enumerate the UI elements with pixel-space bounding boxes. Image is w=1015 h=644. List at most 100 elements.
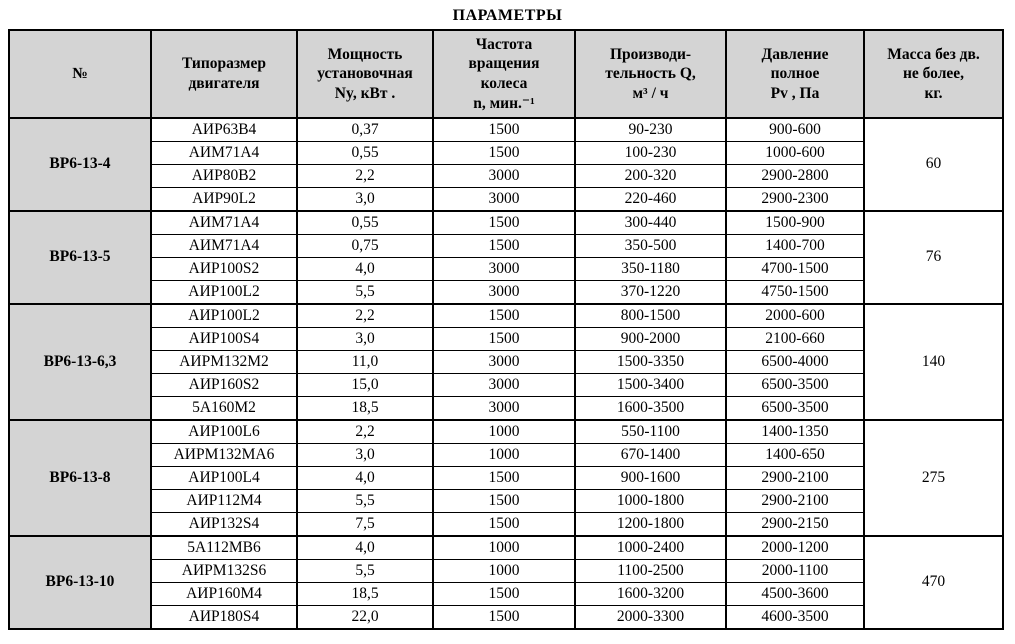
cell-motor-type: АИР132S4: [150, 512, 298, 537]
cell-rpm: 1500: [432, 210, 576, 235]
cell-capacity: 1600-3500: [574, 396, 727, 421]
cell-power: 3,0: [296, 187, 434, 212]
table-row: АИМ71А4 0,55 1500 100-230 1000-600: [9, 141, 1003, 165]
group-number-cell: ВР6-13-8: [8, 419, 152, 537]
cell-rpm: 3000: [432, 280, 576, 305]
cell-power: 0,37: [296, 117, 434, 142]
column-header-pressure: Давление полное Pv , Па: [725, 29, 865, 119]
cell-pressure: 1400-650: [725, 443, 865, 467]
cell-pressure: 1000-600: [725, 141, 865, 165]
cell-motor-type: АИМ71А4: [150, 141, 298, 165]
cell-pressure: 4750-1500: [725, 280, 865, 305]
table-row: АИР90L2 3,0 3000 220-460 2900-2300: [9, 187, 1003, 212]
cell-capacity: 800-1500: [574, 303, 727, 328]
cell-rpm: 1500: [432, 234, 576, 258]
cell-capacity: 370-1220: [574, 280, 727, 305]
table-row: ВР6-13-8 АИР100L6 2,2 1000 550-1100 1400-1350…: [8, 419, 1004, 537]
cell-pressure: 2000-1200: [725, 535, 865, 560]
cell-power: 2,2: [296, 164, 434, 188]
cell-capacity: 550-1100: [574, 419, 727, 444]
cell-motor-type: АИР100L2: [150, 303, 298, 328]
cell-power: 7,5: [296, 512, 434, 537]
cell-rpm: 1500: [432, 582, 576, 606]
table-header: № Типоразмер двигателя Мощность установо…: [8, 29, 1004, 119]
cell-power: 11,0: [296, 350, 434, 374]
cell-rpm: 1500: [432, 141, 576, 165]
cell-pressure: 6500-3500: [725, 396, 865, 421]
cell-power: 15,0: [296, 373, 434, 397]
cell-motor-type: АИР90L2: [150, 187, 298, 212]
cell-pressure: 1400-700: [725, 234, 865, 258]
cell-rpm: 1500: [432, 489, 576, 513]
table-row: ВР6-13-10 5А112МВ6 4,0 1000 1000-2400 2000-12…: [8, 535, 1004, 630]
cell-pressure: 2100-660: [725, 327, 865, 351]
column-header-capacity: Производи- тельность Q, м³ / ч: [574, 29, 727, 119]
group-number-cell: ВР6-13-4: [8, 117, 152, 212]
cell-capacity: 1100-2500: [574, 559, 727, 583]
cell-pressure: 2000-600: [725, 303, 865, 328]
column-header-mass: Масса без дв. не более, кг.: [863, 29, 1004, 119]
cell-rpm: 3000: [432, 257, 576, 281]
cell-motor-type: АИР80В2: [150, 164, 298, 188]
table-row: 5А160М2 18,5 3000 1600-3500 6500-3500: [9, 396, 1003, 421]
parameters-table: № Типоразмер двигателя Мощность установо…: [8, 29, 1004, 630]
cell-motor-type: 5А112МВ6: [150, 535, 298, 560]
cell-pressure: 4500-3600: [725, 582, 865, 606]
cell-motor-type: АИР180S4: [150, 605, 298, 630]
cell-pressure: 2900-2100: [725, 489, 865, 513]
cell-capacity: 90-230: [574, 117, 727, 142]
cell-pressure: 2900-2150: [725, 512, 865, 537]
cell-capacity: 1600-3200: [574, 582, 727, 606]
cell-capacity: 350-500: [574, 234, 727, 258]
cell-rpm: 1000: [432, 535, 576, 560]
cell-rpm: 1500: [432, 466, 576, 490]
table-row: АИР180S4 22,0 1500 2000-3300 4600-3500: [9, 605, 1003, 630]
cell-pressure: 900-600: [725, 117, 865, 142]
table-body: ВР6-13-4 АИР63В4 0,37 1500 90-230 900-600 60 АИ…: [8, 117, 1004, 630]
cell-capacity: 1500-3350: [574, 350, 727, 374]
cell-power: 18,5: [296, 582, 434, 606]
cell-power: 4,0: [296, 535, 434, 560]
cell-rpm: 1500: [432, 303, 576, 328]
group-number-cell: ВР6-13-10: [8, 535, 152, 630]
cell-rpm: 1500: [432, 117, 576, 142]
group-mass-cell: 140: [863, 303, 1004, 421]
cell-capacity: 200-320: [574, 164, 727, 188]
cell-power: 3,0: [296, 327, 434, 351]
table-row: ВР6-13-4 АИР63В4 0,37 1500 90-230 900-600 60: [8, 117, 1004, 212]
cell-rpm: 3000: [432, 350, 576, 374]
table-row: АИР80В2 2,2 3000 200-320 2900-2800: [9, 164, 1003, 188]
cell-rpm: 3000: [432, 187, 576, 212]
cell-pressure: 2900-2100: [725, 466, 865, 490]
cell-pressure: 6500-3500: [725, 373, 865, 397]
column-header-number: №: [8, 29, 152, 119]
cell-rpm: 1500: [432, 512, 576, 537]
table-row: АИР160М4 18,5 1500 1600-3200 4500-3600: [9, 582, 1003, 606]
group-number-cell: ВР6-13-6,3: [8, 303, 152, 421]
table-row: АИР160S2 15,0 3000 1500-3400 6500-3500: [9, 373, 1003, 397]
cell-motor-type: АИР112М4: [150, 489, 298, 513]
cell-power: 4,0: [296, 257, 434, 281]
cell-power: 0,75: [296, 234, 434, 258]
cell-capacity: 1000-2400: [574, 535, 727, 560]
group-mass-cell: 76: [863, 210, 1004, 305]
column-header-power: Мощность установочная Ny, кВт .: [296, 29, 434, 119]
cell-motor-type: АИР100L4: [150, 466, 298, 490]
cell-capacity: 1000-1800: [574, 489, 727, 513]
cell-pressure: 2900-2800: [725, 164, 865, 188]
table-row: АИР132S4 7,5 1500 1200-1800 2900-2150: [9, 512, 1003, 537]
cell-motor-type: АИР160М4: [150, 582, 298, 606]
table-row: АИРМ132S6 5,5 1000 1100-2500 2000-1100: [9, 559, 1003, 583]
cell-pressure: 4600-3500: [725, 605, 865, 630]
cell-pressure: 6500-4000: [725, 350, 865, 374]
cell-pressure: 1400-1350: [725, 419, 865, 444]
cell-rpm: 1000: [432, 559, 576, 583]
cell-rpm: 1000: [432, 419, 576, 444]
table-row: ВР6-13-5 АИМ71А4 0,55 1500 300-440 1500-900 76: [8, 210, 1004, 305]
group-mass-cell: 470: [863, 535, 1004, 630]
cell-capacity: 900-2000: [574, 327, 727, 351]
column-header-motor-type: Типоразмер двигателя: [150, 29, 298, 119]
cell-rpm: 1000: [432, 443, 576, 467]
cell-motor-type: АИМ71А4: [150, 210, 298, 235]
cell-power: 2,2: [296, 419, 434, 444]
